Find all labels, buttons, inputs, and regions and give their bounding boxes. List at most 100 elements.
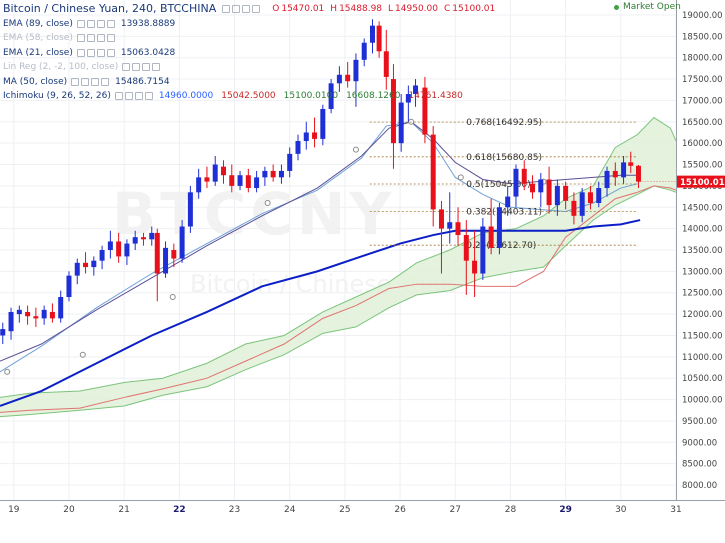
eye-icon[interactable] <box>122 63 131 72</box>
legend-indicator-row[interactable]: EMA (89, close) 13938.8889 <box>3 17 495 32</box>
candle-body <box>74 262 80 276</box>
more-icon[interactable] <box>152 63 161 72</box>
legend-indicator-row[interactable]: Ichimoku (9, 26, 52, 26) 14960.0000 15042.… <box>3 89 495 104</box>
close-icon[interactable] <box>91 77 100 86</box>
candle-body <box>505 196 511 208</box>
eye-icon[interactable] <box>76 48 85 57</box>
candle <box>328 79 334 114</box>
legend-indicator-row[interactable]: EMA (58, close) <box>3 31 495 46</box>
settings-icon[interactable] <box>86 34 95 43</box>
candle <box>587 185 593 210</box>
candle-body <box>369 25 375 43</box>
indicator-controls <box>76 48 115 57</box>
candle-body <box>49 311 55 319</box>
candle <box>546 166 552 214</box>
more-icon[interactable] <box>144 92 153 101</box>
candle-body <box>237 175 243 186</box>
candle-body <box>254 177 260 189</box>
more-icon[interactable] <box>101 77 110 86</box>
candle-body <box>229 175 235 186</box>
ohlc-close-value: 15100.01 <box>452 4 496 14</box>
indicator-name: EMA (21, close) <box>3 47 73 58</box>
x-tick-label: 28 <box>505 505 517 515</box>
candle <box>179 220 185 263</box>
last-price-tag <box>677 175 725 188</box>
candle <box>116 232 122 263</box>
candle <box>383 29 389 90</box>
candle-body <box>99 250 105 261</box>
candle-body <box>328 83 334 109</box>
close-icon[interactable] <box>96 48 105 57</box>
legend-indicator-row[interactable]: Lin Reg (2, -2, 100, close) <box>3 60 495 75</box>
candle <box>376 21 382 58</box>
y-tick-label: 16500.00 <box>682 118 723 128</box>
lin-reg-marker <box>169 294 176 301</box>
candle-body <box>546 179 552 206</box>
candle <box>505 185 511 216</box>
market-status-label: Market Open <box>623 2 681 12</box>
candle-body <box>140 237 146 240</box>
eye-icon[interactable] <box>76 19 85 28</box>
indicator-value: 15063.0428 <box>120 47 176 58</box>
eye-icon[interactable] <box>114 92 123 101</box>
more-icon[interactable] <box>252 5 261 14</box>
candle-body <box>132 237 138 244</box>
candle <box>430 126 436 227</box>
candle-body <box>563 185 569 201</box>
fib-level-label: 0.768(16492.95) <box>466 118 542 128</box>
candle-body <box>66 275 72 298</box>
candle-body <box>488 226 494 248</box>
y-tick-label: 12500.00 <box>682 289 723 299</box>
y-tick-label: 17000.00 <box>682 96 723 106</box>
eye-icon[interactable] <box>71 77 80 86</box>
y-tick-label: 13500.00 <box>682 246 723 256</box>
close-icon[interactable] <box>134 92 143 101</box>
y-tick-label: 18500.00 <box>682 32 723 42</box>
candle-body <box>587 192 593 203</box>
lin-reg-marker <box>457 174 464 181</box>
candle <box>604 166 610 197</box>
close-icon[interactable] <box>96 34 105 43</box>
candle-body <box>521 168 527 184</box>
indicator-name: EMA (58, close) <box>3 33 73 43</box>
candle <box>16 305 22 323</box>
candlestick-series <box>0 19 641 345</box>
y-tick-label: 13000.00 <box>682 267 723 277</box>
candle <box>196 168 202 199</box>
indicator-controls <box>114 92 153 101</box>
more-icon[interactable] <box>106 48 115 57</box>
more-icon[interactable] <box>106 19 115 28</box>
settings-icon[interactable] <box>132 63 141 72</box>
candle-body <box>472 260 478 274</box>
ohlc-low-value: 14950.00 <box>395 4 438 14</box>
settings-icon[interactable] <box>232 5 241 14</box>
y-tick-label: 17500.00 <box>682 75 723 85</box>
settings-icon[interactable] <box>86 48 95 57</box>
y-tick-label: 8000.00 <box>682 481 717 491</box>
legend-indicator-row[interactable]: MA (50, close) 15486.7154 <box>3 75 495 90</box>
candle-body <box>171 250 177 259</box>
candle <box>353 53 359 107</box>
candle <box>579 188 585 223</box>
candle <box>345 61 351 88</box>
close-icon[interactable] <box>242 5 251 14</box>
lin-reg-marker <box>4 368 11 375</box>
more-icon[interactable] <box>106 34 115 43</box>
eye-icon[interactable] <box>76 34 85 43</box>
settings-icon[interactable] <box>81 77 90 86</box>
close-icon[interactable] <box>96 19 105 28</box>
eye-icon[interactable] <box>222 5 231 14</box>
ohlc-high-value: 15488.98 <box>339 4 383 14</box>
close-icon[interactable] <box>142 63 151 72</box>
settings-icon[interactable] <box>86 19 95 28</box>
chart-axes: 8000.00 8500.00 9000.00 9500.00 10000.00 1050… <box>0 0 725 515</box>
legend-indicator-row[interactable]: EMA (21, close) 15063.0428 <box>3 46 495 61</box>
candle-body <box>430 134 436 210</box>
candle <box>99 245 105 270</box>
candle-body <box>398 102 404 144</box>
candle-body <box>124 243 130 257</box>
settings-icon[interactable] <box>124 92 133 101</box>
last-price-label: 15100.01 <box>680 178 725 188</box>
